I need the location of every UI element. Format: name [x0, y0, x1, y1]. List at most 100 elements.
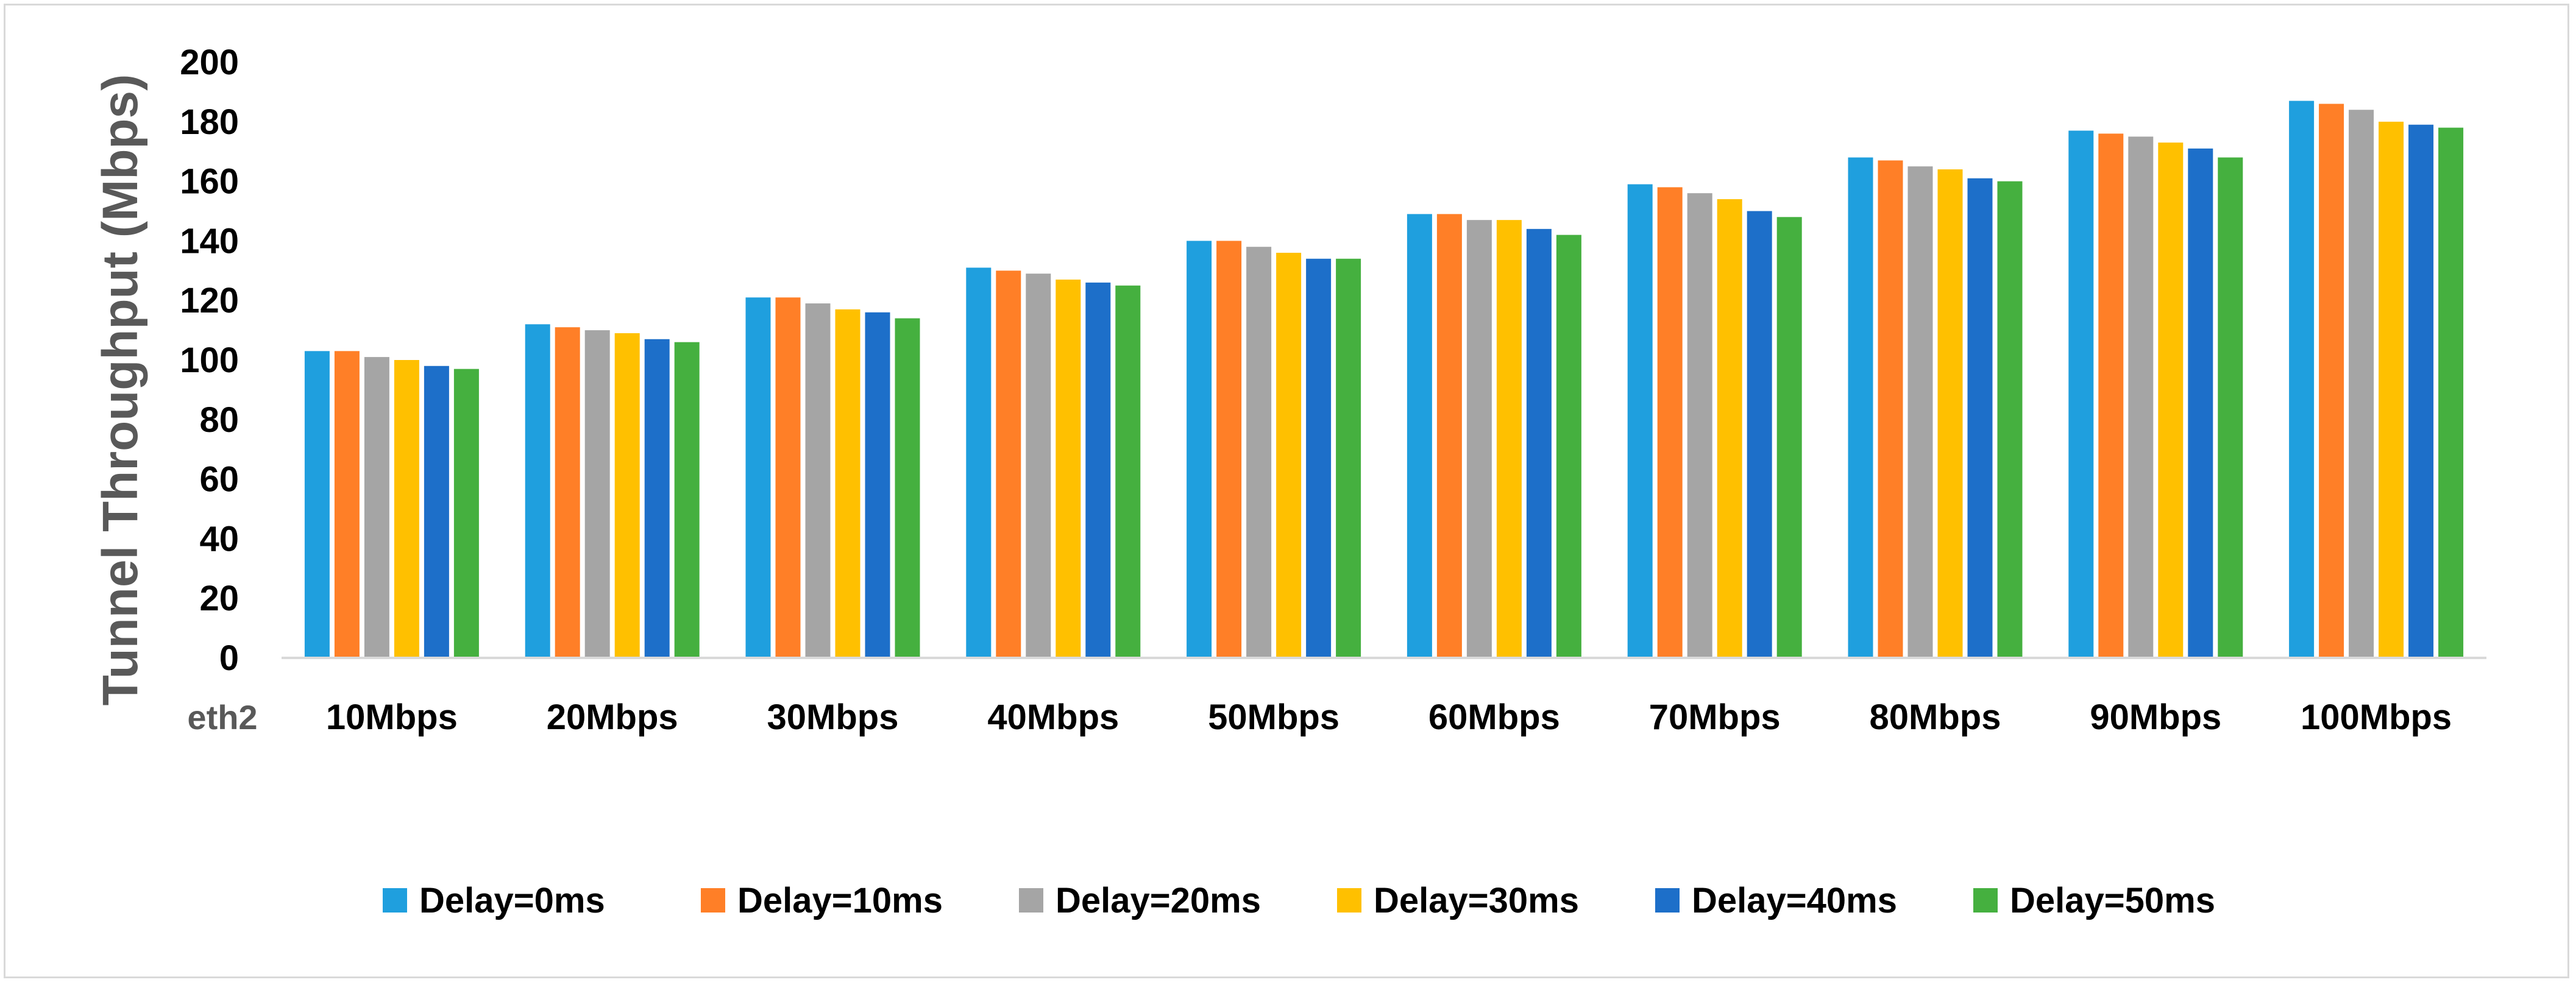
bar [1085, 282, 1111, 658]
bar [334, 351, 360, 658]
bar [1306, 258, 1332, 658]
x-tick-label: 10Mbps [326, 697, 458, 737]
bar [394, 360, 419, 658]
bar [745, 297, 771, 658]
bar [1717, 199, 1742, 658]
bar [525, 324, 550, 658]
legend-swatch [1973, 888, 1998, 913]
bar [1657, 187, 1683, 658]
bar [1848, 157, 1873, 658]
bar [453, 369, 479, 658]
bar [1627, 184, 1653, 658]
y-tick-label: 120 [180, 281, 239, 320]
bar [1907, 166, 1933, 658]
bar [1967, 178, 1993, 658]
legend-swatch [701, 888, 725, 913]
legend-label: Delay=10ms [737, 881, 943, 920]
bar [2438, 127, 2464, 658]
bar [1526, 228, 1552, 658]
bar [2408, 124, 2434, 658]
x-tick-label: 70Mbps [1649, 697, 1781, 737]
y-axis-label: Tunnel Throughput (Mbps) [93, 74, 148, 706]
y-tick-label: 20 [199, 579, 239, 618]
bar [2188, 148, 2213, 658]
bar [1115, 285, 1141, 658]
bar [2158, 143, 2184, 658]
bar [2379, 121, 2404, 658]
y-tick-label: 60 [199, 460, 239, 500]
legend-label: Delay=50ms [2010, 881, 2215, 920]
y-tick-label: 0 [219, 638, 239, 678]
bar [1336, 258, 1361, 658]
bar [2349, 110, 2374, 658]
bar [996, 270, 1021, 658]
bar [1776, 217, 1802, 658]
bar [2289, 101, 2315, 658]
bar [614, 333, 640, 658]
bar [966, 267, 992, 658]
bar [364, 357, 389, 658]
x-tick-label: 90Mbps [2090, 697, 2221, 737]
bars [304, 101, 2464, 658]
bar [865, 312, 890, 658]
bar [1878, 160, 1903, 658]
y-tick-label: 140 [180, 221, 239, 261]
legend-swatch [1019, 888, 1043, 913]
legend-swatch [383, 888, 407, 913]
bar [584, 330, 610, 658]
bar [644, 339, 670, 658]
bar [304, 351, 330, 658]
bar [1747, 211, 1772, 658]
legend-swatch [1655, 888, 1680, 913]
y-tick-label: 80 [199, 400, 239, 440]
legend-label: Delay=40ms [1692, 881, 1897, 920]
bar [1436, 214, 1462, 658]
bar [424, 365, 449, 658]
y-tick-label: 160 [180, 162, 239, 202]
bar [805, 303, 831, 658]
bar [775, 297, 801, 658]
chart-frame [4, 4, 2569, 978]
bar [2098, 133, 2124, 658]
bar [1687, 193, 1712, 658]
x-tick-label: 80Mbps [1870, 697, 2001, 737]
bar [1556, 235, 1581, 658]
bar [1466, 220, 1492, 658]
legend-label: Delay=20ms [1056, 881, 1261, 920]
bar [1407, 214, 1432, 658]
bar [1246, 247, 1272, 658]
x-tick-label: 50Mbps [1208, 697, 1339, 737]
bar [895, 318, 920, 658]
x-tick-label: 20Mbps [547, 697, 678, 737]
legend: Delay=0ms Delay=10ms Delay=20ms Delay=30ms D… [383, 881, 2215, 920]
legend-label: Delay=0ms [419, 881, 605, 920]
x-axis-ticks: 10Mbps 20Mbps 30Mbps 40Mbps 50Mbps 60Mbps 70Mb… [326, 697, 2452, 737]
bar [835, 309, 860, 658]
y-axis-ticks: 0 20 40 60 80 100 120 140 160 180 200 [180, 43, 239, 678]
bar [674, 342, 700, 658]
y-tick-label: 180 [180, 102, 239, 142]
x-tick-label: 40Mbps [987, 697, 1119, 737]
bar [555, 327, 580, 658]
bar [1216, 241, 1242, 658]
bar [2068, 130, 2094, 658]
x-axis-prefix-label: eth2 [187, 698, 257, 736]
x-tick-label: 30Mbps [767, 697, 899, 737]
bar [1056, 279, 1081, 658]
bar [1276, 252, 1302, 658]
x-tick-label: 100Mbps [2301, 697, 2452, 737]
legend-swatch [1337, 888, 1361, 913]
y-tick-label: 200 [180, 43, 239, 82]
bar [2218, 157, 2243, 658]
y-tick-label: 40 [199, 519, 239, 559]
legend-label: Delay=30ms [1374, 881, 1579, 920]
bar [2319, 104, 2344, 658]
x-tick-label: 60Mbps [1428, 697, 1560, 737]
bar [1187, 241, 1212, 658]
bar [1937, 169, 1963, 658]
y-tick-label: 100 [180, 341, 239, 380]
bar [1026, 274, 1051, 658]
bar [1997, 181, 2023, 658]
bar [1496, 220, 1522, 658]
